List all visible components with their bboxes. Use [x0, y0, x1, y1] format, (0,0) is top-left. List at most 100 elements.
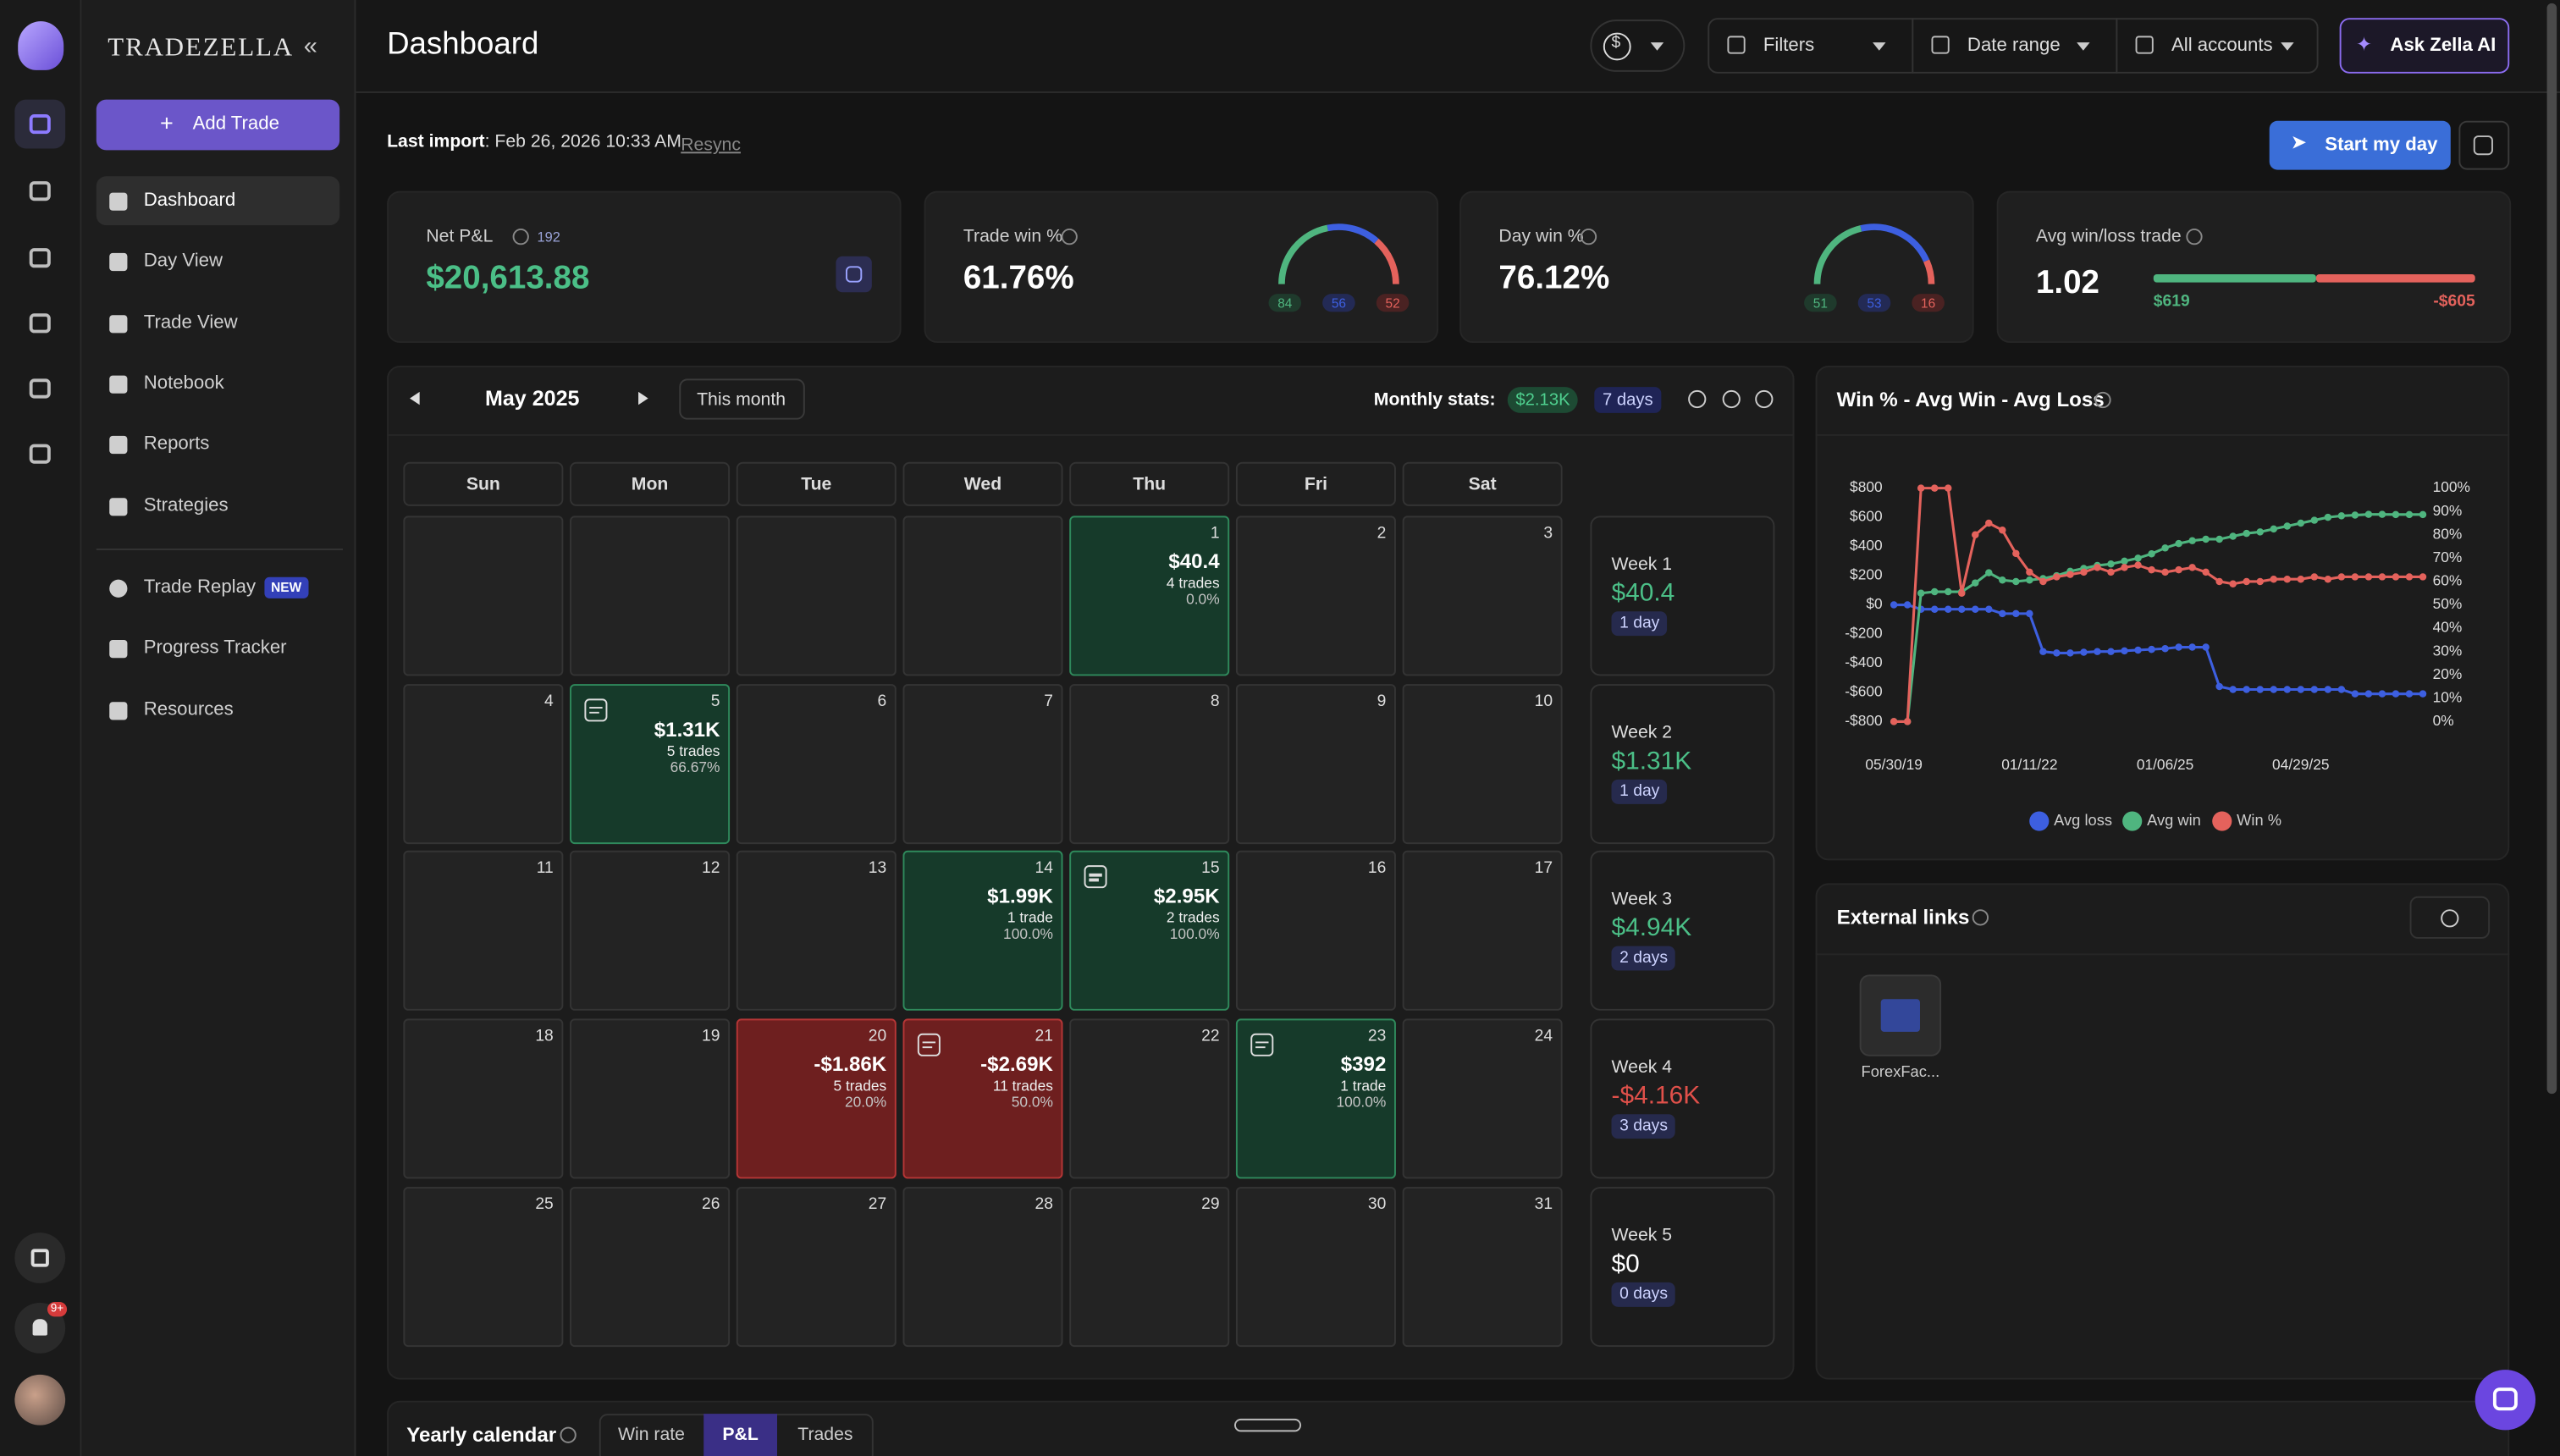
data-point: [2053, 573, 2061, 581]
day-number: 24: [1534, 1028, 1553, 1046]
week-days: 0 days: [1611, 1282, 1676, 1307]
day-winrate: 66.67%: [670, 758, 720, 775]
day-trades: 2 trades: [1166, 909, 1220, 927]
rail-icon[interactable]: [29, 378, 51, 399]
day-number: 11: [536, 860, 554, 879]
calendar-tool[interactable]: [1755, 389, 1774, 409]
rail-icon[interactable]: [29, 181, 51, 201]
y2-tick-label: 70%: [2433, 549, 2463, 565]
day-number: 30: [1367, 1195, 1387, 1214]
data-point: [2392, 573, 2400, 581]
day-cell[interactable]: [736, 1018, 897, 1179]
day-cell[interactable]: [1235, 683, 1396, 844]
day-cell[interactable]: [1069, 516, 1230, 676]
day-cell[interactable]: [1235, 851, 1396, 1012]
day-pnl: $392: [1340, 1053, 1387, 1077]
week-label: Week 3: [1611, 890, 1673, 910]
day-cell[interactable]: [1069, 1186, 1230, 1347]
cube-btn[interactable]: [2458, 120, 2510, 170]
day-pnl: -$2.69K: [980, 1053, 1053, 1077]
data-point: [2229, 580, 2237, 587]
y2-tick-label: 90%: [2433, 502, 2463, 519]
day-cell[interactable]: [1402, 683, 1563, 844]
day-cell[interactable]: [570, 1018, 731, 1179]
day-cell[interactable]: [1235, 1018, 1396, 1179]
week-days: 2 days: [1611, 946, 1676, 972]
day-cell[interactable]: [1402, 1018, 1563, 1179]
day-cell[interactable]: [1069, 683, 1230, 844]
rail-icon[interactable]: [29, 444, 51, 464]
day-cell[interactable]: [736, 683, 897, 844]
day-number: 13: [868, 860, 887, 879]
week-pnl: $4.94K: [1611, 914, 1692, 943]
data-point: [2012, 577, 2020, 586]
currency-btn[interactable]: [1590, 19, 1686, 72]
chat-bubble[interactable]: [2474, 1370, 2536, 1431]
day-cell[interactable]: [1402, 1186, 1563, 1347]
avatar[interactable]: [14, 1374, 66, 1426]
data-point: [2256, 577, 2264, 586]
rail-icon[interactable]: [29, 313, 51, 334]
gauge-value: 53: [1867, 295, 1882, 311]
day-cell[interactable]: [570, 1186, 731, 1347]
rail-btn[interactable]: [14, 1233, 66, 1283]
day-cell[interactable]: [1402, 516, 1563, 676]
day-cell[interactable]: [902, 1018, 1063, 1179]
day-cell[interactable]: [403, 851, 564, 1012]
filter-btn[interactable]: [2116, 18, 2318, 74]
day-number: 19: [702, 1028, 720, 1046]
add-trade-btn[interactable]: [96, 99, 340, 151]
data-point: [1930, 605, 1939, 613]
day-cell[interactable]: [736, 851, 897, 1012]
chart-divider: [1815, 433, 2510, 436]
nav-label: Strategies: [143, 495, 229, 516]
day-cell[interactable]: [902, 1186, 1063, 1347]
rail-icon[interactable]: [29, 248, 51, 268]
data-point: [2364, 690, 2373, 698]
calendar-tool[interactable]: [1688, 389, 1707, 409]
this-month-btn[interactable]: [679, 378, 805, 420]
day-cell[interactable]: [1069, 851, 1230, 1012]
filter-btn[interactable]: [1912, 18, 2114, 74]
collapse-icon: «: [303, 32, 317, 61]
day-cell[interactable]: [403, 683, 564, 844]
data-point: [2175, 643, 2182, 651]
day-cell[interactable]: [902, 851, 1063, 1012]
day-cell[interactable]: [1069, 1018, 1230, 1179]
day-cell[interactable]: [570, 851, 731, 1012]
data-point: [2080, 568, 2088, 576]
day-cell[interactable]: [902, 683, 1063, 844]
y-tick-label: $600: [1850, 508, 1883, 525]
rail-icon[interactable]: [29, 113, 51, 135]
gauge-value: 52: [1385, 295, 1400, 311]
day-cell[interactable]: [736, 1186, 897, 1347]
stat-card: [1459, 190, 1974, 343]
gauge-value: 56: [1331, 295, 1347, 311]
ask-ai-btn[interactable]: [2339, 18, 2510, 74]
start-day-btn[interactable]: [2269, 120, 2451, 170]
weekday-header: [570, 461, 731, 506]
gauge-pill: [1857, 294, 1891, 312]
tab[interactable]: [703, 1414, 777, 1456]
y2-tick-label: 50%: [2433, 595, 2463, 612]
card-btn[interactable]: [836, 256, 872, 293]
day-cell[interactable]: [1235, 1186, 1396, 1347]
day-cell[interactable]: [1402, 851, 1563, 1012]
calendar-tool[interactable]: [1722, 389, 1741, 409]
day-number: 17: [1534, 860, 1553, 879]
legend-swatch: [2029, 811, 2050, 831]
settings-btn[interactable]: [2409, 896, 2491, 939]
resync-link[interactable]: Resync: [681, 135, 741, 156]
rail-active[interactable]: [14, 99, 66, 149]
note-line: [922, 1046, 933, 1049]
day-cell[interactable]: [403, 1186, 564, 1347]
data-point: [2215, 535, 2223, 543]
last-import: Last import: Feb 26, 2026 10:33 AM: [387, 132, 681, 152]
caret: [2281, 42, 2294, 51]
day-cell[interactable]: [403, 1018, 564, 1179]
day-cell[interactable]: [1235, 516, 1396, 676]
weekday-label: Thu: [1133, 474, 1167, 494]
last-import-value: : Feb 26, 2026 10:33 AM: [484, 132, 681, 152]
day-cell[interactable]: [570, 683, 731, 844]
